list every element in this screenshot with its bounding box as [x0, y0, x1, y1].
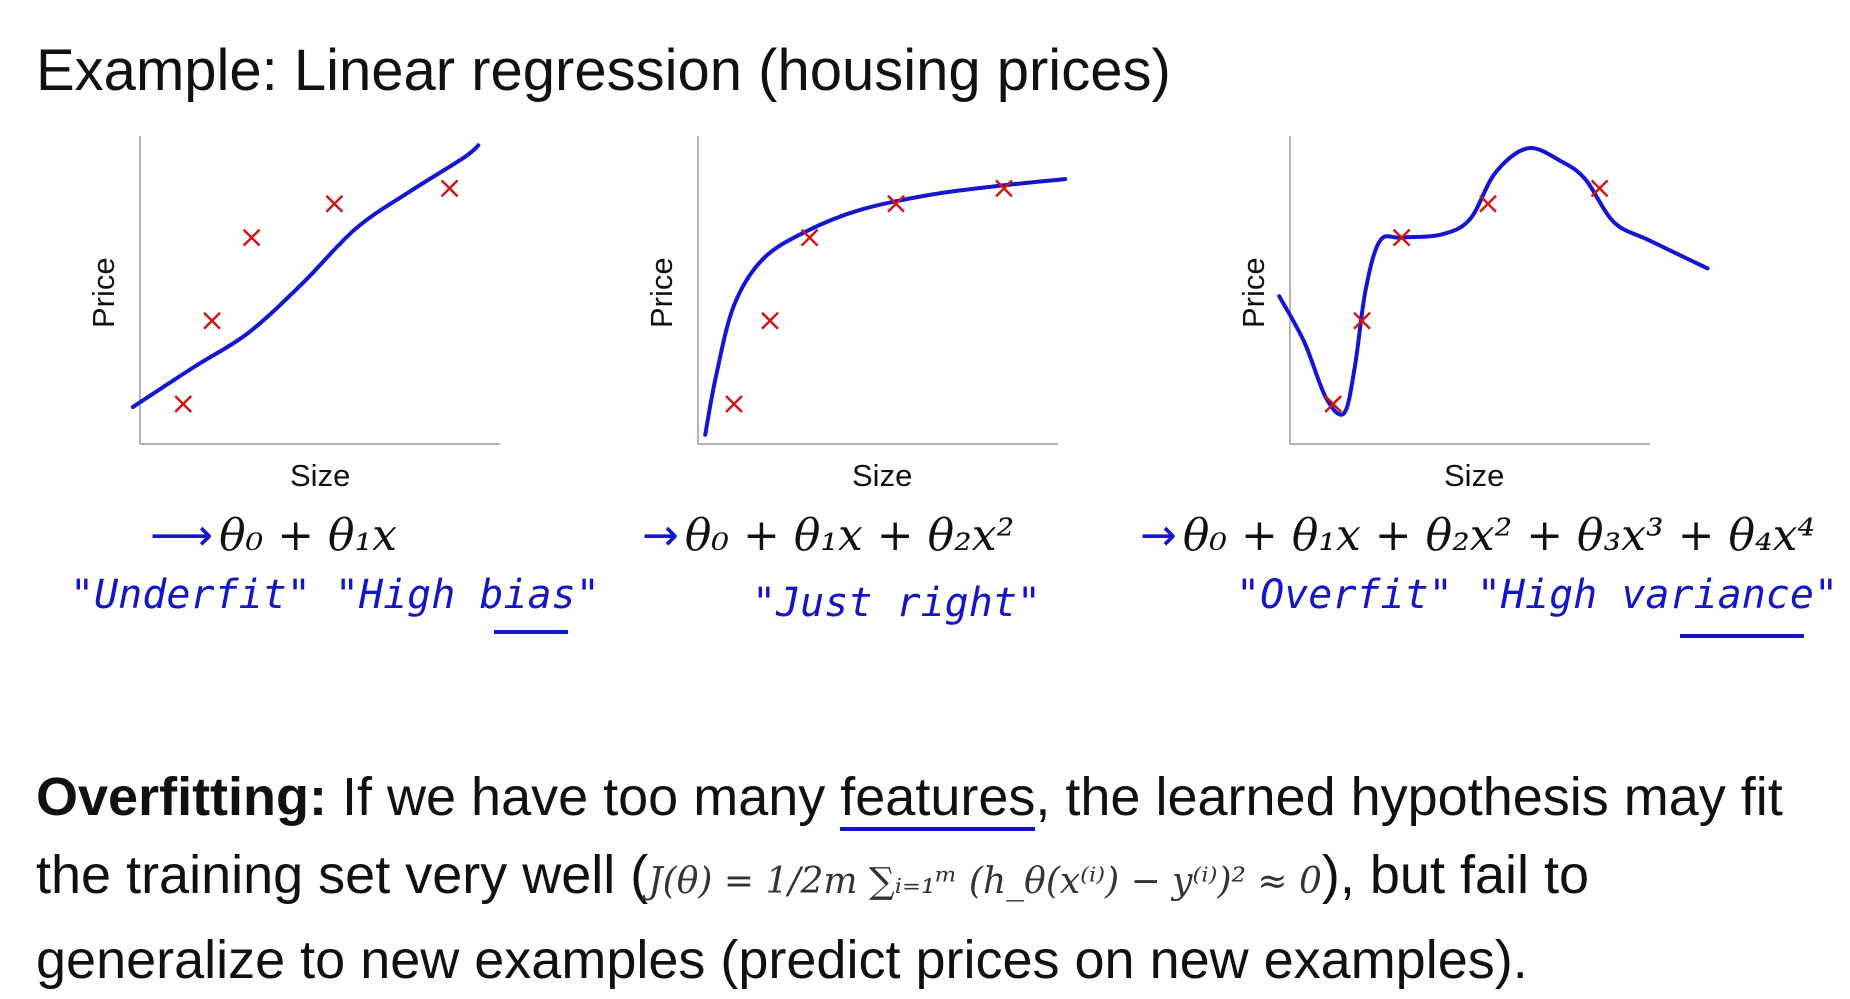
data-point — [1353, 311, 1371, 330]
data-point — [725, 395, 743, 413]
slide-title: Example: Linear regression (housing pric… — [36, 38, 1171, 103]
data-point-stroke — [1392, 228, 1411, 247]
hypothesis-underfit: ⟶ θ₀ + θ₁x — [150, 510, 397, 561]
overfit-plot-svg — [1277, 136, 1710, 445]
features-word: features — [840, 767, 1036, 831]
underline-bias — [494, 630, 568, 634]
xlabel-underfit: Size — [290, 458, 351, 493]
data-point — [1392, 228, 1411, 247]
arrow-icon: → — [1140, 510, 1177, 561]
data-point-stroke — [242, 228, 261, 247]
data-point-stroke — [1324, 395, 1343, 413]
data-point-stroke — [725, 395, 743, 413]
overfitting-paragraph: Overfitting: If we have too many feature… — [36, 758, 1826, 999]
data-point-stroke — [761, 311, 779, 330]
ylabel-underfit: Price — [86, 257, 121, 328]
data-point-stroke — [887, 194, 905, 213]
fit-curve — [1277, 146, 1710, 417]
plot-just-right: Price Size — [616, 128, 1116, 548]
data-point — [440, 179, 459, 198]
data-point — [174, 395, 193, 413]
hypothesis-underfit-text: θ₀ + θ₁x — [219, 510, 397, 561]
data-point-stroke — [203, 311, 221, 330]
underfit-plot-svg — [130, 136, 500, 445]
ylabel-overfit: Price — [1236, 257, 1271, 328]
data-point — [1590, 179, 1609, 198]
data-point-stroke — [1353, 311, 1371, 330]
plot-overfit: Price Size — [1208, 128, 1710, 548]
plot-underfit: Price Size — [58, 128, 558, 548]
data-point-stroke — [1590, 179, 1609, 198]
ylabel-just-right: Price — [644, 257, 679, 328]
data-point — [1479, 194, 1497, 213]
hypothesis-overfit: → θ₀ + θ₁x + θ₂x² + θ₃x³ + θ₄x⁴ — [1140, 510, 1815, 561]
data-point — [887, 194, 905, 213]
data-point — [995, 179, 1013, 198]
xlabel-just-right: Size — [852, 458, 913, 493]
note-just-right: "Just right" — [752, 580, 1041, 626]
arrow-icon: → — [642, 510, 679, 561]
data-point-stroke — [800, 228, 819, 247]
data-point-stroke — [174, 395, 193, 413]
data-point — [1324, 395, 1343, 413]
overfitting-text-1: If we have too many — [327, 767, 841, 827]
overfitting-label: Overfitting: — [36, 767, 327, 827]
cost-function-equation: J(θ) = 1/2m ∑ᵢ₌₁ᵐ (h_θ(x⁽ⁱ⁾) − y⁽ⁱ⁾)² ≈ … — [648, 861, 1322, 902]
data-point-stroke — [995, 179, 1013, 198]
arrow-icon: ⟶ — [150, 510, 214, 561]
data-point-stroke — [325, 194, 344, 213]
note-overfit: "Overfit" "High variance" — [1236, 572, 1839, 618]
hypothesis-overfit-text: θ₀ + θ₁x + θ₂x² + θ₃x³ + θ₄x⁴ — [1182, 510, 1816, 561]
data-point-stroke — [1479, 194, 1497, 213]
fit-curve — [130, 143, 481, 410]
underline-variance — [1680, 634, 1804, 638]
hypothesis-just-right-text: θ₀ + θ₁x + θ₂x² — [684, 510, 1015, 561]
data-point — [761, 311, 779, 330]
xlabel-overfit: Size — [1444, 458, 1505, 493]
overfitting-text-2: , the learned hypothesis may fit the tra… — [36, 767, 1783, 905]
overfitting-text-3: ), but fail to generalize to new example… — [36, 845, 1590, 990]
data-point-stroke — [440, 179, 459, 198]
data-point — [800, 228, 819, 247]
just-right-plot-svg — [697, 136, 1068, 445]
data-point — [242, 228, 261, 247]
data-point — [203, 311, 221, 330]
note-underfit: "Underfit" "High bias" — [70, 572, 600, 618]
fit-curve — [703, 177, 1068, 437]
data-point — [325, 194, 344, 213]
hypothesis-just-right: → θ₀ + θ₁x + θ₂x² — [642, 510, 1014, 561]
